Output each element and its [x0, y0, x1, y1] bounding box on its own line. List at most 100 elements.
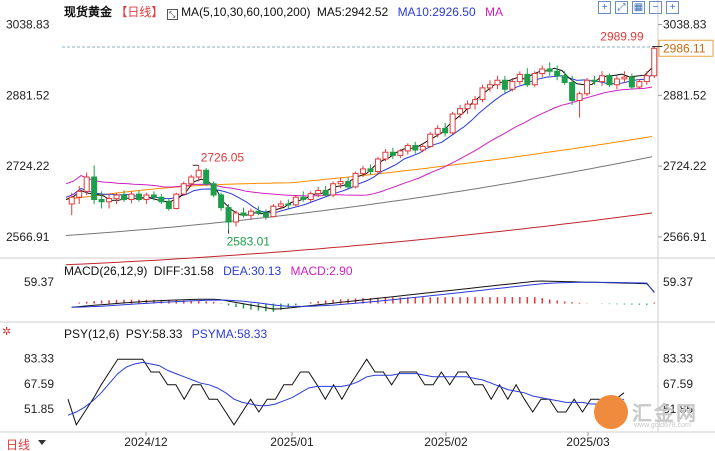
indicator-settings-icon[interactable]: ✲	[2, 326, 12, 338]
candle-body	[285, 203, 292, 206]
candle-body	[554, 70, 561, 77]
candle-body	[524, 73, 531, 86]
candle-body	[442, 127, 449, 134]
price-label-right: 2881.52	[663, 88, 707, 102]
candle-body	[300, 196, 307, 200]
candle-body	[561, 75, 568, 83]
psy-name: PSY(12,6)	[64, 327, 120, 341]
candle-body	[501, 79, 508, 90]
candle-body	[128, 193, 135, 201]
candle-body	[412, 145, 419, 151]
macd-label-right: 59.37	[663, 275, 693, 289]
price-label-left: 2566.91	[6, 230, 50, 244]
low-annotation: 2583.01	[227, 235, 271, 249]
current-price-label: 2986.11	[663, 41, 706, 55]
chevron-down-icon[interactable]	[38, 440, 46, 445]
date-label: 2025/01	[270, 435, 314, 449]
zoom-out-icon[interactable]: −	[649, 1, 662, 14]
candle-body	[569, 82, 576, 101]
candle-body	[486, 84, 493, 89]
candle-body	[360, 168, 366, 174]
candle-body	[270, 205, 277, 218]
ma-label: MA(5,10,30,60,100,200)	[181, 5, 311, 19]
candle-body	[158, 196, 165, 203]
candle-body	[83, 176, 90, 192]
candle-body	[494, 79, 501, 86]
candle-body	[143, 194, 150, 200]
candle-body	[636, 81, 643, 88]
date-label: 2025/02	[424, 435, 468, 449]
ma30-line	[65, 86, 653, 197]
candle-body	[68, 196, 75, 205]
candle-body	[315, 190, 322, 195]
candle-body	[419, 145, 426, 151]
macd-diff: DIFF:31.58	[153, 264, 214, 278]
candle-body	[464, 103, 471, 110]
candle-body	[240, 212, 247, 216]
zoom-in-icon[interactable]: +	[666, 1, 679, 14]
ma10-value: MA10:2926.50	[397, 5, 476, 19]
psy-header: PSY(12,6) PSY:58.33 PSYMA:58.33	[64, 327, 267, 341]
candle-body	[367, 168, 374, 173]
crosshair-icon[interactable]: +	[598, 1, 611, 14]
psy-label-right: 51.85	[663, 402, 693, 416]
psy-panel	[67, 358, 625, 426]
candle-body	[247, 210, 254, 216]
candle-body	[598, 75, 605, 83]
price-header: 现货黄金 【日线】 ⤡ MA(5,10,30,60,100,200) MA5:2…	[64, 3, 503, 20]
expand-icon[interactable]: ⤢	[615, 1, 628, 14]
candle-body	[98, 199, 105, 203]
candle-body	[472, 99, 479, 105]
period-tab[interactable]: 日线	[6, 438, 31, 451]
diff-line	[71, 280, 655, 310]
candle-body	[374, 158, 381, 173]
candle-body	[651, 47, 658, 77]
candle-body	[203, 169, 210, 185]
candle-body	[606, 75, 613, 86]
candle-body	[382, 151, 389, 160]
period-label[interactable]: 【日线】	[115, 5, 164, 19]
candle-body	[210, 183, 217, 196]
mid-high-annotation: 2726.05	[201, 150, 245, 164]
candle-body	[345, 181, 352, 188]
ma100-line	[65, 156, 653, 236]
grid-icon[interactable]: ▦	[632, 1, 645, 14]
psy-label-left: 83.33	[24, 352, 54, 366]
macd-name: MACD(26,12,9)	[64, 264, 148, 278]
candle-body	[621, 76, 628, 80]
psy-label-right: 67.59	[663, 377, 693, 391]
candle-body	[322, 190, 329, 196]
candle-body	[218, 194, 225, 209]
candle-body	[576, 93, 583, 101]
dea-line	[71, 281, 655, 308]
candle-body	[165, 201, 172, 209]
psyma-line	[67, 361, 625, 416]
candle-body	[277, 203, 284, 207]
candle-body	[546, 68, 553, 72]
candle-body	[404, 145, 411, 152]
candle-body	[262, 212, 269, 218]
candle-body	[457, 108, 464, 115]
candle-body	[389, 151, 396, 156]
candle-body	[188, 176, 195, 185]
macd-value: MACD:2.90	[290, 264, 353, 278]
candle-body	[509, 81, 516, 90]
current-price-box	[658, 39, 714, 57]
candle-body	[613, 78, 620, 86]
candle-body	[643, 75, 650, 83]
candle-body	[180, 183, 187, 195]
candle-body	[255, 210, 262, 214]
watermark-logo: 汇金网 www.gold678.com	[594, 395, 714, 429]
candle-body	[628, 76, 635, 88]
candle-body	[121, 194, 128, 200]
candle-body	[150, 194, 157, 198]
instrument-title: 现货黄金	[64, 5, 113, 19]
psy-line	[67, 358, 625, 426]
candle-body	[352, 172, 359, 188]
candle-body	[591, 79, 598, 83]
candle-body	[225, 207, 232, 223]
ma-settings-icon[interactable]: ⤡	[166, 9, 178, 20]
candlestick-series	[68, 46, 658, 230]
